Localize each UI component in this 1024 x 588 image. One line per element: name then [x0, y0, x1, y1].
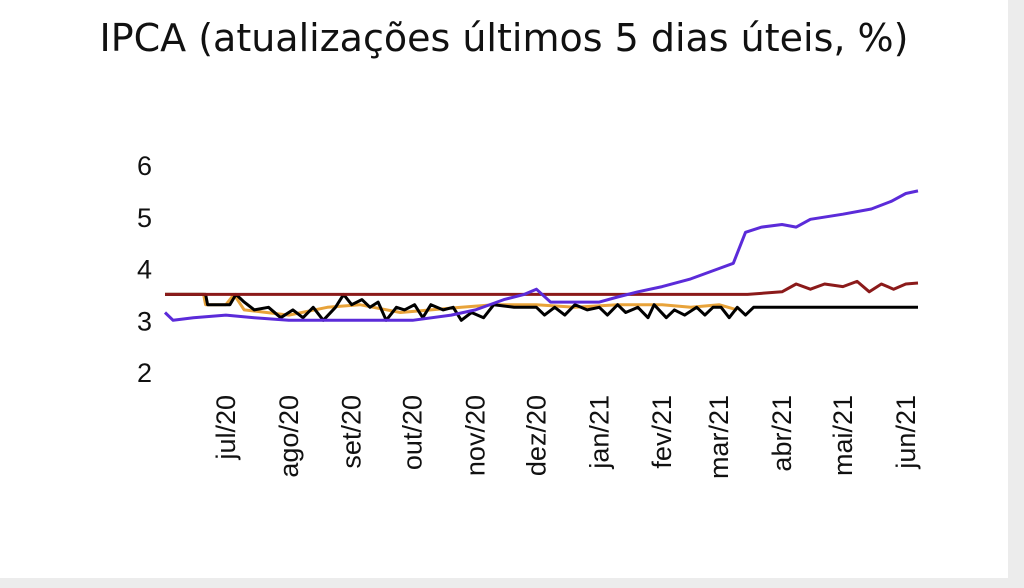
y-axis-ticks: 2 3 4 5 6: [137, 151, 152, 388]
series-line-2: [165, 292, 918, 322]
x-tick-label: out/20: [398, 395, 428, 470]
x-axis-ticks: jul/20 ago/20 set/20 out/20 nov/20 dez/20 jan/…: [211, 395, 921, 479]
y-tick-label: 6: [137, 151, 152, 181]
x-tick-label: jul/20: [211, 395, 241, 461]
x-tick-label: jun/21: [891, 395, 921, 470]
x-tick-label: mai/21: [828, 395, 858, 476]
line-chart: 2 3 4 5 6 jul/20 ago/20 set/20 out/20 nov/20 dez/…: [137, 151, 921, 479]
y-tick-label: 4: [137, 255, 152, 285]
x-tick-label: mar/21: [704, 395, 734, 479]
x-tick-label: nov/20: [461, 395, 491, 476]
x-tick-label: ago/20: [274, 395, 304, 478]
x-tick-label: jan/21: [584, 395, 614, 470]
x-tick-label: fev/21: [647, 395, 677, 469]
x-tick-label: set/20: [337, 395, 367, 469]
y-tick-label: 2: [137, 358, 152, 388]
y-tick-label: 5: [137, 203, 152, 233]
series-line-4: [163, 189, 919, 322]
chart-card: IPCA (atualizações últimos 5 dias úteis,…: [0, 0, 1008, 578]
series-line-3: [165, 279, 919, 296]
chart-title: IPCA (atualizações últimos 5 dias úteis,…: [99, 16, 909, 60]
series-lines: [163, 189, 919, 322]
x-tick-label: dez/20: [521, 395, 551, 476]
x-tick-label: abr/21: [767, 395, 797, 472]
y-tick-label: 3: [137, 306, 152, 336]
